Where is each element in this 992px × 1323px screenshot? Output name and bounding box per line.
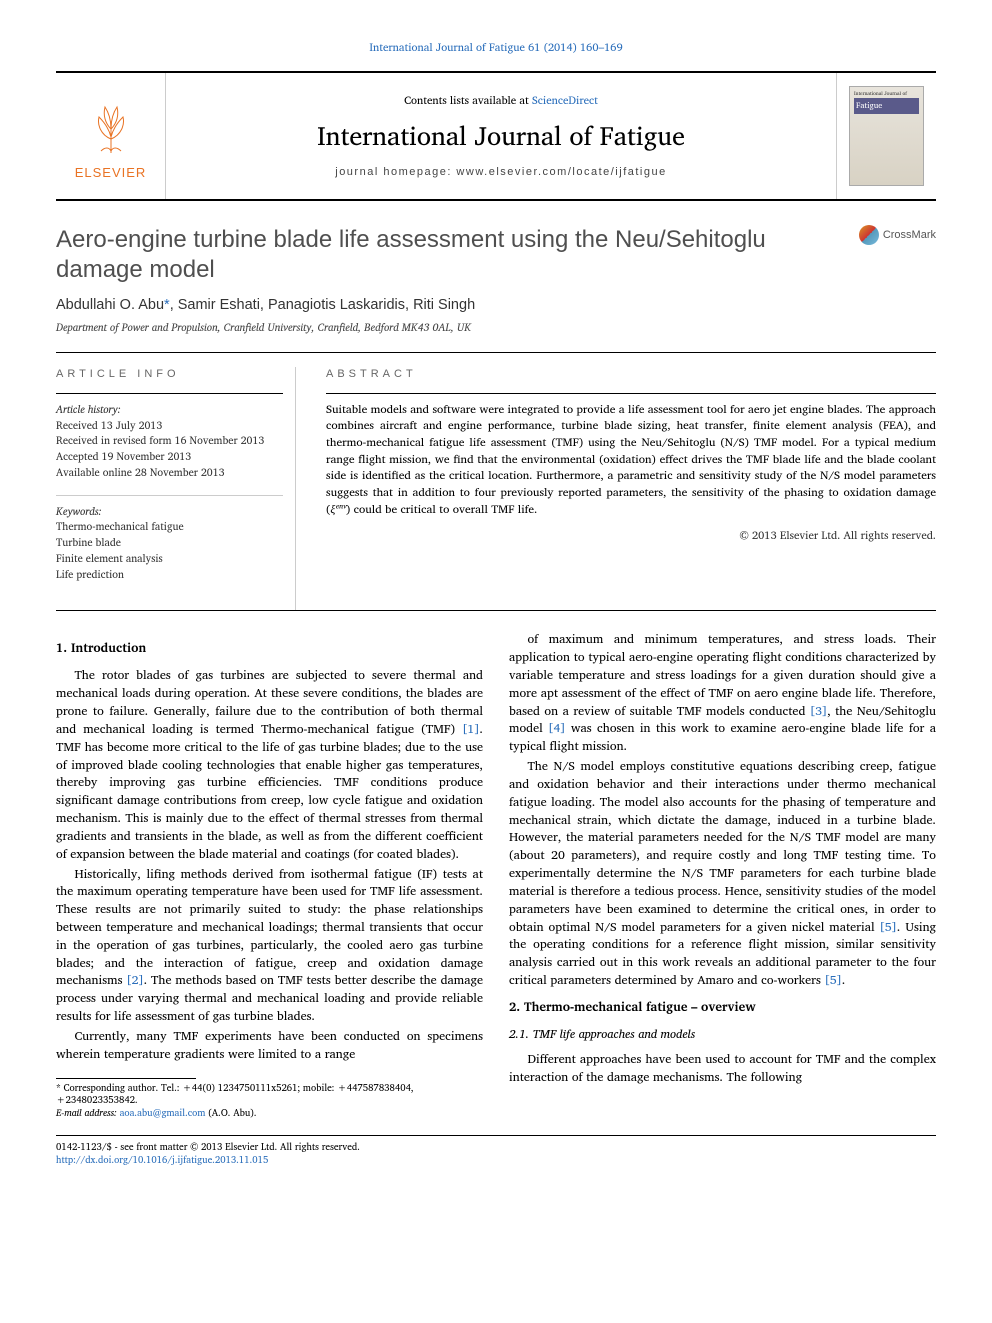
crossmark-icon [859,225,879,245]
para: The N/S model employs constitutive equat… [509,758,936,990]
top-citation-link[interactable]: International Journal of Fatigue 61 (201… [369,38,622,56]
history-online: Available online 28 November 2013 [56,463,225,481]
authors-line: Abdullahi O. Abu*, Samir Eshati, Panagio… [56,295,936,315]
crossmark-badge[interactable]: CrossMark [859,225,936,245]
bottom-rule [56,1135,936,1136]
email-post: (A.O. Abu). [205,1106,256,1121]
footnote-email: E-mail address: aoa.abu@gmail.com (A.O. … [56,1108,483,1121]
article-info-label: ARTICLE INFO [56,367,283,382]
para: Different approaches have been used to a… [509,1051,936,1087]
article-title: Aero-engine turbine blade life assessmen… [56,225,836,285]
para: Currently, many TMF experiments have bee… [56,1028,483,1064]
affiliation: Department of Power and Propulsion, Cran… [56,320,936,335]
para: of maximum and minimum temperatures, and… [509,631,936,756]
subheading-tmf: 2.1. TMF life approaches and models [509,1026,936,1043]
keywords-block: Keywords: Thermo-mechanical fatigue Turb… [56,504,283,583]
elsevier-tree-icon [76,90,146,160]
email-link[interactable]: aoa.abu@gmail.com [120,1106,206,1121]
sciencedirect-link[interactable]: ScienceDirect [532,91,598,109]
publisher-block: ELSEVIER [56,73,166,199]
doi-link[interactable]: http://dx.doi.org/10.1016/j.ijfatigue.20… [56,1153,268,1168]
header-right: International Journal of Fatigue [836,73,936,199]
cover-title: Fatigue [854,98,919,113]
contents-line: Contents lists available at ScienceDirec… [404,93,598,108]
header-center: Contents lists available at ScienceDirec… [166,73,836,199]
heading-tmf: 2. Thermo-mechanical fatigue – overview [509,998,936,1016]
authors-rest: , Samir Eshati, Panagiotis Laskaridis, R… [170,297,475,313]
ref-link[interactable]: [5] [825,970,842,990]
abstract-block: ABSTRACT Suitable models and software we… [326,367,936,610]
bottom-meta: 0142-1123/$ - see front matter © 2013 El… [56,1142,936,1168]
history-block: Article history: Received 13 July 2013 R… [56,402,283,481]
heading-intro: 1. Introduction [56,639,483,657]
abstract-text: Suitable models and software were integr… [326,402,936,519]
journal-homepage: journal homepage: www.elsevier.com/locat… [335,165,666,180]
footnote-corresponding: * Corresponding author. Tel.: +44(0) 123… [56,1083,483,1109]
contents-prefix: Contents lists available at [404,91,532,109]
body-columns: 1. Introduction The rotor blades of gas … [56,631,936,1121]
abstract-symbol: ξᵉⁿᵛ [330,500,346,519]
email-label: E-mail address: [56,1106,120,1121]
footnote-block: * Corresponding author. Tel.: +44(0) 123… [56,1078,483,1121]
crossmark-label: CrossMark [883,228,936,243]
article-info: ARTICLE INFO Article history: Received 1… [56,367,296,610]
journal-header: ELSEVIER Contents lists available at Sci… [56,71,936,201]
journal-name: International Journal of Fatigue [317,118,685,154]
abstract-copyright: © 2013 Elsevier Ltd. All rights reserved… [326,528,936,543]
abstract-label: ABSTRACT [326,367,936,382]
author-primary: Abdullahi O. Abu [56,297,164,313]
keyword: Life prediction [56,567,283,583]
meta-abstract-row: ARTICLE INFO Article history: Received 1… [56,352,936,611]
para: Historically, lifing methods derived fro… [56,866,483,1026]
footnote-rule [56,1078,196,1079]
abstract-post: ) could be critical to overall TMF life. [346,500,537,519]
top-citation: International Journal of Fatigue 61 (201… [56,40,936,55]
para: The rotor blades of gas turbines are sub… [56,667,483,863]
publisher-label: ELSEVIER [75,164,147,182]
journal-cover-thumbnail: International Journal of Fatigue [849,86,924,186]
